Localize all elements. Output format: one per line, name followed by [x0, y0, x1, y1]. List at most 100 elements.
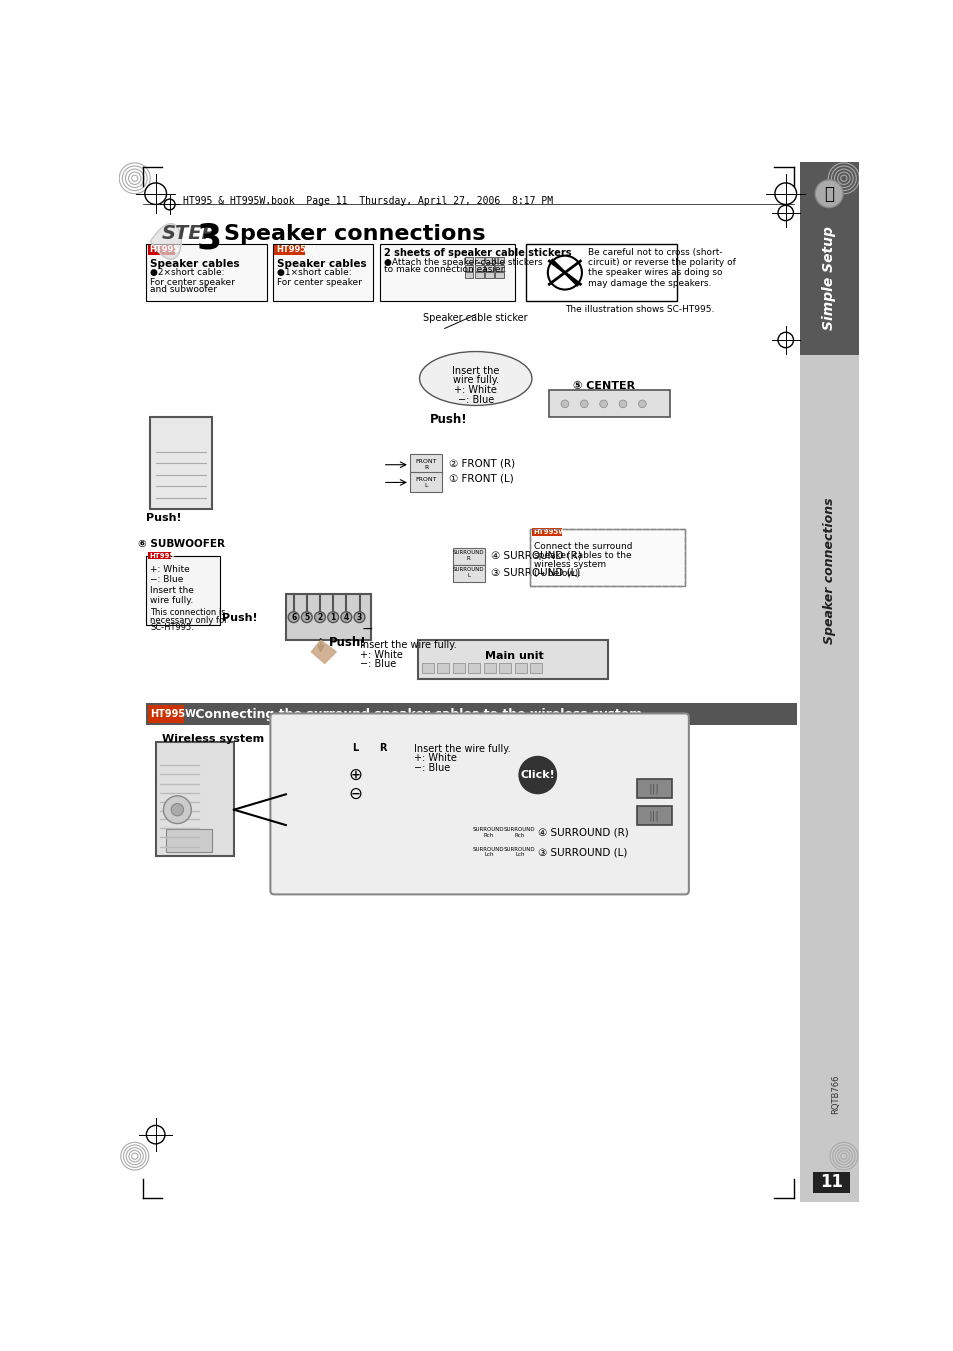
Bar	[549, 390, 669, 417]
Bar	[421, 663, 434, 673]
Bar	[286, 594, 371, 640]
Bar	[476, 842, 502, 862]
Text: SURROUND
R: SURROUND R	[453, 550, 484, 561]
Bar	[346, 728, 363, 759]
Text: HT995 & HT995W.book  Page 11  Thursday, April 27, 2006  8:17 PM: HT995 & HT995W.book Page 11 Thursday, Ap…	[183, 196, 553, 207]
Text: ① FRONT (L): ① FRONT (L)	[448, 474, 513, 484]
Bar	[417, 640, 607, 678]
Text: ⊕: ⊕	[349, 766, 362, 784]
Text: ●2×short cable:: ●2×short cable:	[150, 269, 225, 277]
Circle shape	[579, 400, 587, 408]
Text: and subwoofer: and subwoofer	[150, 285, 217, 295]
Text: Connect the surround: Connect the surround	[534, 542, 632, 551]
Text: 3: 3	[196, 222, 222, 255]
Text: wire fully.: wire fully.	[453, 376, 498, 385]
Text: +: White: +: White	[454, 385, 497, 394]
Text: Click!: Click!	[519, 770, 555, 780]
Text: to make connection easier.: to make connection easier.	[383, 265, 505, 274]
Text: HT995W: HT995W	[275, 246, 314, 254]
Polygon shape	[311, 640, 335, 663]
Text: ② FRONT (R): ② FRONT (R)	[448, 458, 515, 469]
Text: |||: |||	[648, 811, 659, 821]
Circle shape	[288, 612, 298, 623]
Bar	[146, 243, 266, 301]
Circle shape	[599, 400, 607, 408]
Text: 2: 2	[317, 613, 322, 621]
Bar	[475, 257, 483, 263]
Text: wire fully.: wire fully.	[150, 596, 193, 605]
Text: STEP: STEP	[162, 224, 216, 243]
Bar	[483, 663, 496, 673]
Text: FRONT
R: FRONT R	[415, 459, 436, 470]
Text: Insert the wire fully.: Insert the wire fully.	[359, 640, 456, 650]
Bar	[475, 273, 483, 278]
Text: speaker cables to the: speaker cables to the	[534, 551, 631, 559]
Text: Insert the: Insert the	[150, 586, 193, 596]
Text: R: R	[378, 743, 386, 753]
Circle shape	[815, 180, 842, 208]
Bar	[166, 830, 212, 852]
Polygon shape	[151, 224, 181, 259]
Bar	[475, 265, 483, 270]
Text: Speaker cable sticker: Speaker cable sticker	[423, 313, 528, 323]
Text: ④ SURROUND (R): ④ SURROUND (R)	[537, 828, 628, 838]
Text: 6: 6	[291, 613, 296, 621]
Text: 4: 4	[343, 613, 349, 621]
Bar	[799, 162, 858, 1202]
Text: HT995W: HT995W	[534, 528, 566, 535]
Text: Connecting the surround speaker cables to the wireless system: Connecting the surround speaker cables t…	[191, 708, 641, 720]
Text: Insert the wire fully.: Insert the wire fully.	[414, 744, 510, 754]
Text: −: Blue: −: Blue	[150, 574, 183, 584]
Bar	[150, 417, 212, 509]
Bar	[799, 162, 858, 355]
Bar	[530, 663, 542, 673]
Bar	[452, 549, 484, 565]
Text: Push!: Push!	[430, 413, 467, 426]
Bar	[148, 705, 183, 723]
Circle shape	[328, 612, 338, 623]
Text: SURROUND
Rch: SURROUND Rch	[473, 827, 504, 838]
Text: 2 sheets of speaker cable stickers: 2 sheets of speaker cable stickers	[383, 247, 571, 258]
Text: wireless system: wireless system	[534, 561, 605, 569]
Text: HT995: HT995	[150, 246, 179, 254]
Text: Insert the: Insert the	[452, 366, 499, 376]
Text: necessary only for: necessary only for	[150, 616, 228, 624]
Text: Main unit: Main unit	[485, 651, 543, 661]
Bar	[637, 805, 671, 825]
Text: For center speaker: For center speaker	[276, 277, 361, 286]
Text: ●1×short cable:: ●1×short cable:	[276, 269, 351, 277]
Bar	[476, 823, 502, 842]
Circle shape	[638, 400, 645, 408]
Text: −: −	[361, 621, 373, 636]
Text: The illustration shows SC-HT995.: The illustration shows SC-HT995.	[564, 305, 714, 315]
Bar	[532, 528, 561, 535]
Bar	[410, 454, 442, 474]
Text: 5: 5	[304, 613, 309, 621]
Text: Wireless system: Wireless system	[162, 734, 264, 744]
Bar	[464, 273, 473, 278]
Bar	[373, 728, 390, 759]
Bar	[495, 257, 503, 263]
Bar	[812, 1171, 849, 1193]
Circle shape	[301, 612, 312, 623]
Circle shape	[517, 755, 557, 794]
FancyBboxPatch shape	[270, 713, 688, 894]
Bar	[452, 663, 464, 673]
Text: ⑤ CENTER: ⑤ CENTER	[572, 381, 634, 392]
Text: −: Blue: −: Blue	[359, 659, 395, 669]
Text: −: Blue: −: Blue	[457, 394, 494, 405]
Bar	[484, 273, 493, 278]
Bar	[273, 243, 373, 301]
Text: |||: |||	[648, 784, 659, 794]
Text: This connection is: This connection is	[150, 608, 226, 617]
Text: 3: 3	[356, 613, 362, 621]
Text: ⊖: ⊖	[349, 785, 362, 804]
Text: SURROUND
Lch: SURROUND Lch	[473, 847, 504, 858]
Bar	[530, 528, 684, 586]
Circle shape	[354, 612, 365, 623]
Bar	[468, 663, 480, 673]
Text: (→ below).: (→ below).	[534, 570, 580, 578]
Text: 🔊: 🔊	[823, 185, 833, 203]
Bar	[506, 823, 534, 842]
Text: 11: 11	[820, 1174, 842, 1192]
